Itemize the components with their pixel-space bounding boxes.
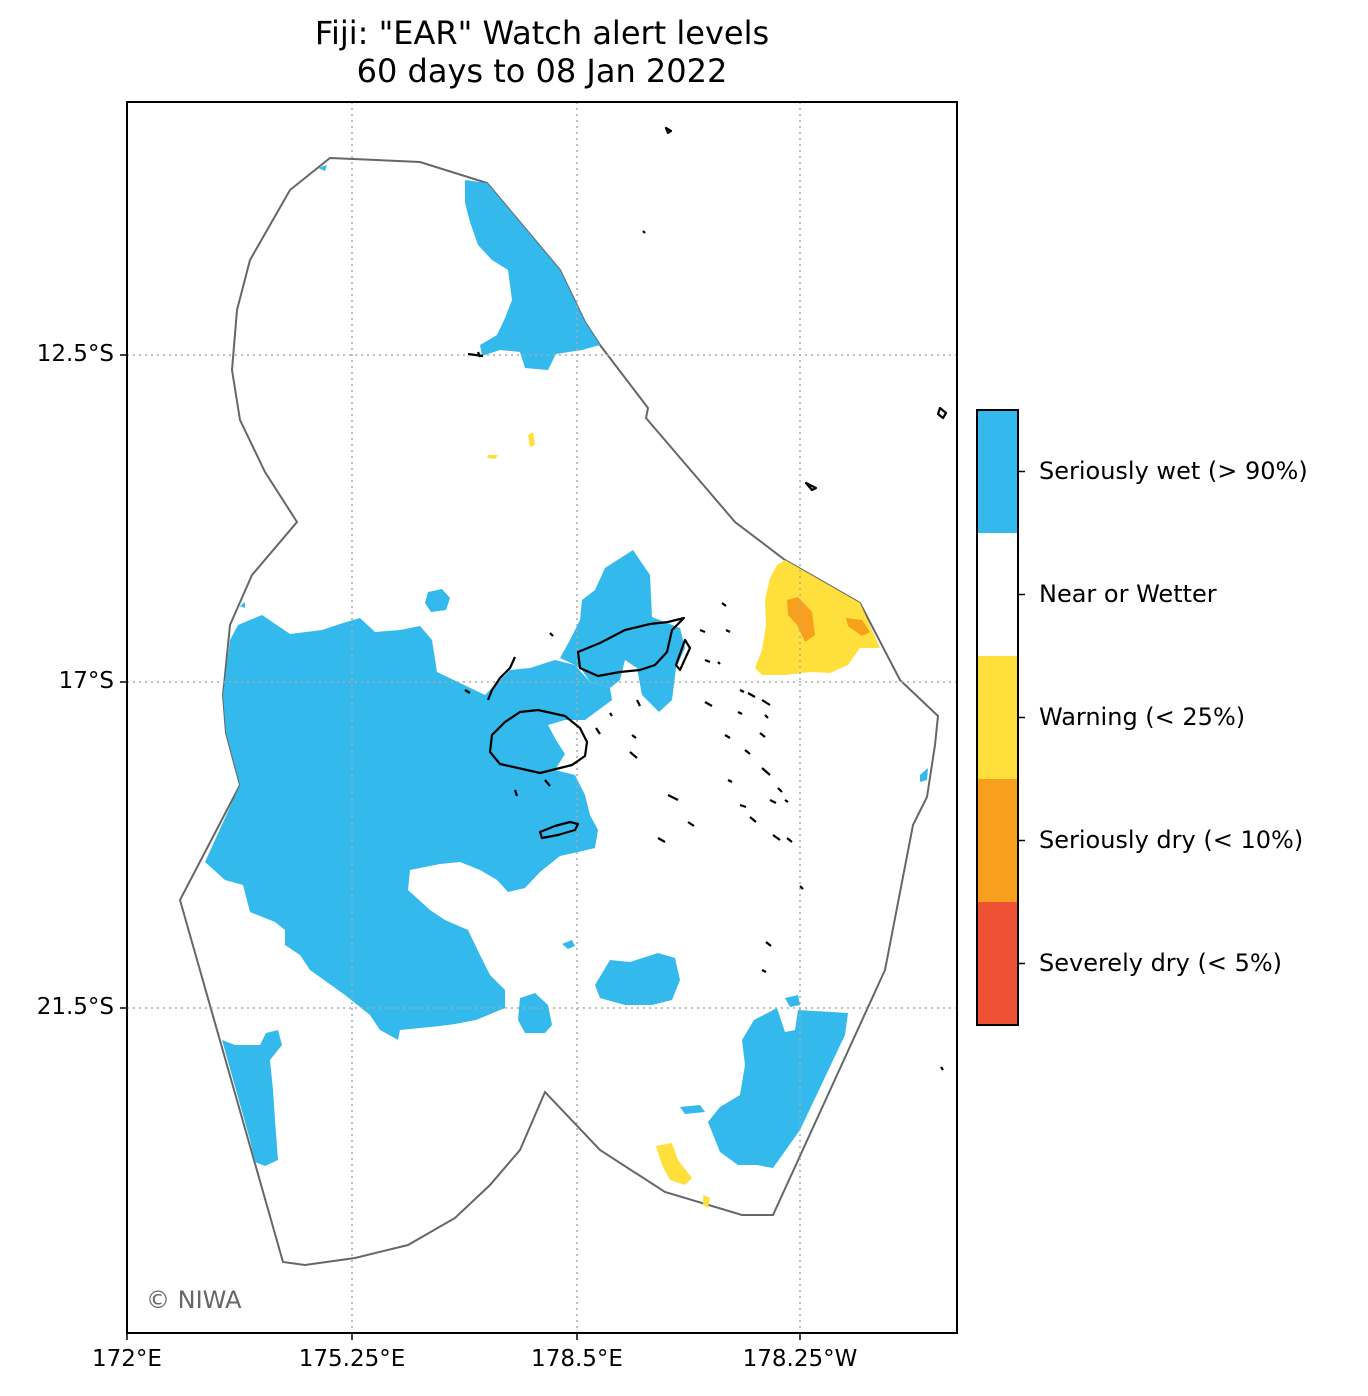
title-line-2: 60 days to 08 Jan 2022 (356, 52, 728, 90)
small-islet-2 (936, 406, 948, 420)
eez-boundary (178, 156, 940, 1267)
southern-islets (464, 230, 944, 1071)
map-title: Fiji: "EAR" Watch alert levels 60 days t… (127, 14, 957, 90)
lon-label-175-25e: 175.25°E (298, 1346, 406, 1372)
title-line-1: Fiji: "EAR" Watch alert levels (314, 14, 770, 52)
legend-label-0: Seriously wet (> 90%) (1039, 456, 1308, 485)
seriously-wet-areas (205, 165, 928, 1168)
legend-label-2: Warning (< 25%) (1039, 702, 1246, 731)
graticule (127, 102, 957, 1333)
viti-levu-coast (488, 708, 589, 775)
small-islet-3 (804, 481, 818, 492)
yasawa-islands (486, 656, 517, 701)
lat-label-17s: 17°S (58, 668, 114, 694)
legend-swatch-4 (977, 902, 1018, 1025)
kadavu-coast (538, 820, 580, 840)
legend-label-1: Near or Wetter (1039, 579, 1217, 608)
legend-swatch-0 (977, 410, 1018, 533)
taveuni-coast (674, 638, 692, 672)
lat-label-12-5s: 12.5°S (36, 341, 114, 367)
lon-label-172e: 172°E (92, 1346, 162, 1372)
vanua-levu-coast (576, 616, 686, 678)
lon-label-178-25w: 178.25°W (742, 1346, 858, 1372)
lau-islands (704, 689, 793, 843)
legend-swatch-3 (977, 779, 1018, 902)
axis-ticks (120, 354, 801, 1340)
legend-swatch-2 (977, 656, 1018, 779)
lon-label-178-5e: 178.5°E (531, 1346, 623, 1372)
legend-label-4: Severely dry (< 5%) (1039, 948, 1283, 977)
lat-label-21-5s: 21.5°S (36, 994, 114, 1020)
legend-swatch-1 (977, 533, 1018, 656)
central-islets (513, 699, 695, 843)
legend-frame (976, 409, 1019, 1026)
map-frame (126, 101, 958, 1334)
seriously-dry-areas (787, 597, 870, 642)
credit-text: © NIWA (146, 1286, 242, 1314)
rotuma-island (664, 126, 673, 135)
coastlines (464, 126, 948, 1071)
small-islet-1 (467, 351, 484, 358)
legend-colorbar (976, 409, 1025, 1026)
warning-areas (487, 432, 880, 1208)
legend-label-3: Seriously dry (< 10%) (1039, 825, 1304, 854)
